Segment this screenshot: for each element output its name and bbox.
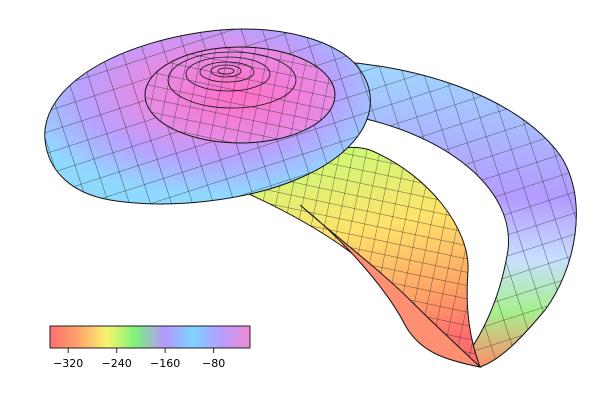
outer-whorl (299, 59, 577, 368)
lower-lip (299, 204, 482, 368)
lower-lip-surface (299, 204, 482, 368)
colorbar-tick-label: −160 (150, 357, 180, 370)
colorbar: −320 −240 −160 −80 (49, 325, 251, 370)
colorbar-tick-label: −240 (102, 357, 132, 370)
colorbar-tick-label: −80 (202, 357, 225, 370)
colorbar-bar (49, 325, 251, 349)
colorbar-ticks: −320 −240 −160 −80 (53, 348, 225, 370)
top-whorl (44, 28, 371, 205)
spiral-rings (167, 51, 297, 109)
colorbar-tick-label: −320 (53, 357, 83, 370)
